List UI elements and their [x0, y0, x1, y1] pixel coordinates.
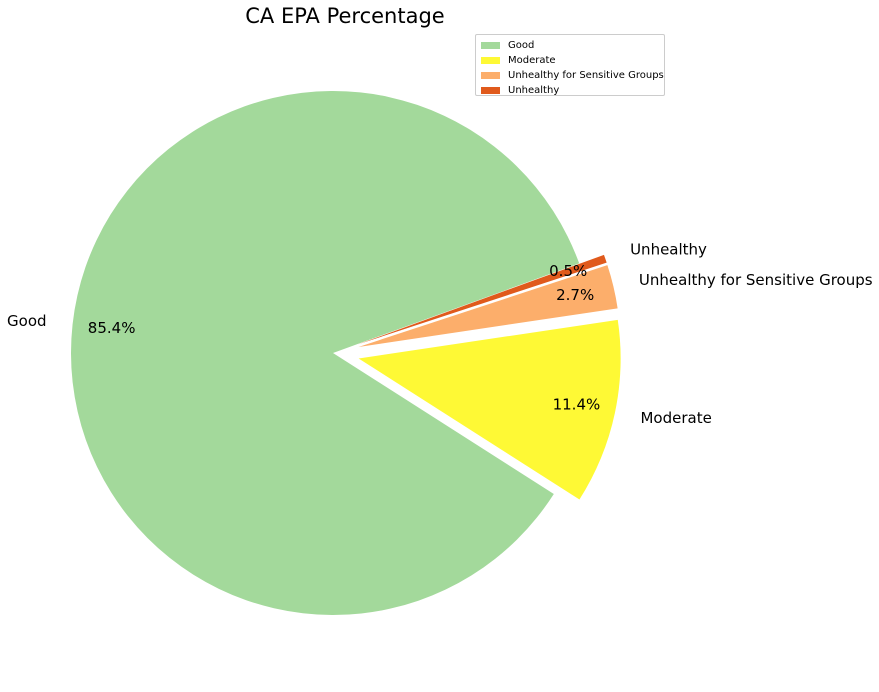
legend-entry-moderate: Moderate [481, 53, 664, 68]
pie-slice-moderate [358, 319, 621, 500]
legend-swatch [481, 42, 500, 49]
pie-category-label: Good [7, 312, 47, 330]
legend-swatch [481, 87, 500, 94]
pie-pct-label: 11.4% [553, 395, 601, 413]
legend-label: Unhealthy [508, 85, 560, 96]
chart-legend: Good Moderate Unhealthy for Sensitive Gr… [475, 34, 665, 96]
pie-category-label: Moderate [640, 409, 711, 427]
legend-entry-unhealthy-sensitive: Unhealthy for Sensitive Groups [481, 68, 664, 83]
pie-slice-unhealthy-for-sensitive-groups [358, 265, 618, 347]
legend-label: Good [508, 40, 535, 51]
pie-pct-label: 85.4% [88, 319, 136, 337]
chart-title: CA EPA Percentage [245, 4, 444, 28]
pie-slice-unhealthy [357, 254, 607, 345]
pie-slice-good [70, 90, 580, 616]
legend-swatch [481, 57, 500, 64]
legend-swatch [481, 72, 500, 79]
legend-label: Unhealthy for Sensitive Groups [508, 70, 664, 81]
legend-label: Moderate [508, 55, 556, 66]
pie-pct-label: 0.5% [549, 262, 587, 280]
pie-category-label: Unhealthy [630, 241, 707, 259]
pie-category-label: Unhealthy for Sensitive Groups [639, 271, 873, 289]
legend-entry-good: Good [481, 38, 664, 53]
legend-entry-unhealthy: Unhealthy [481, 83, 664, 98]
pie-pct-label: 2.7% [556, 286, 594, 304]
